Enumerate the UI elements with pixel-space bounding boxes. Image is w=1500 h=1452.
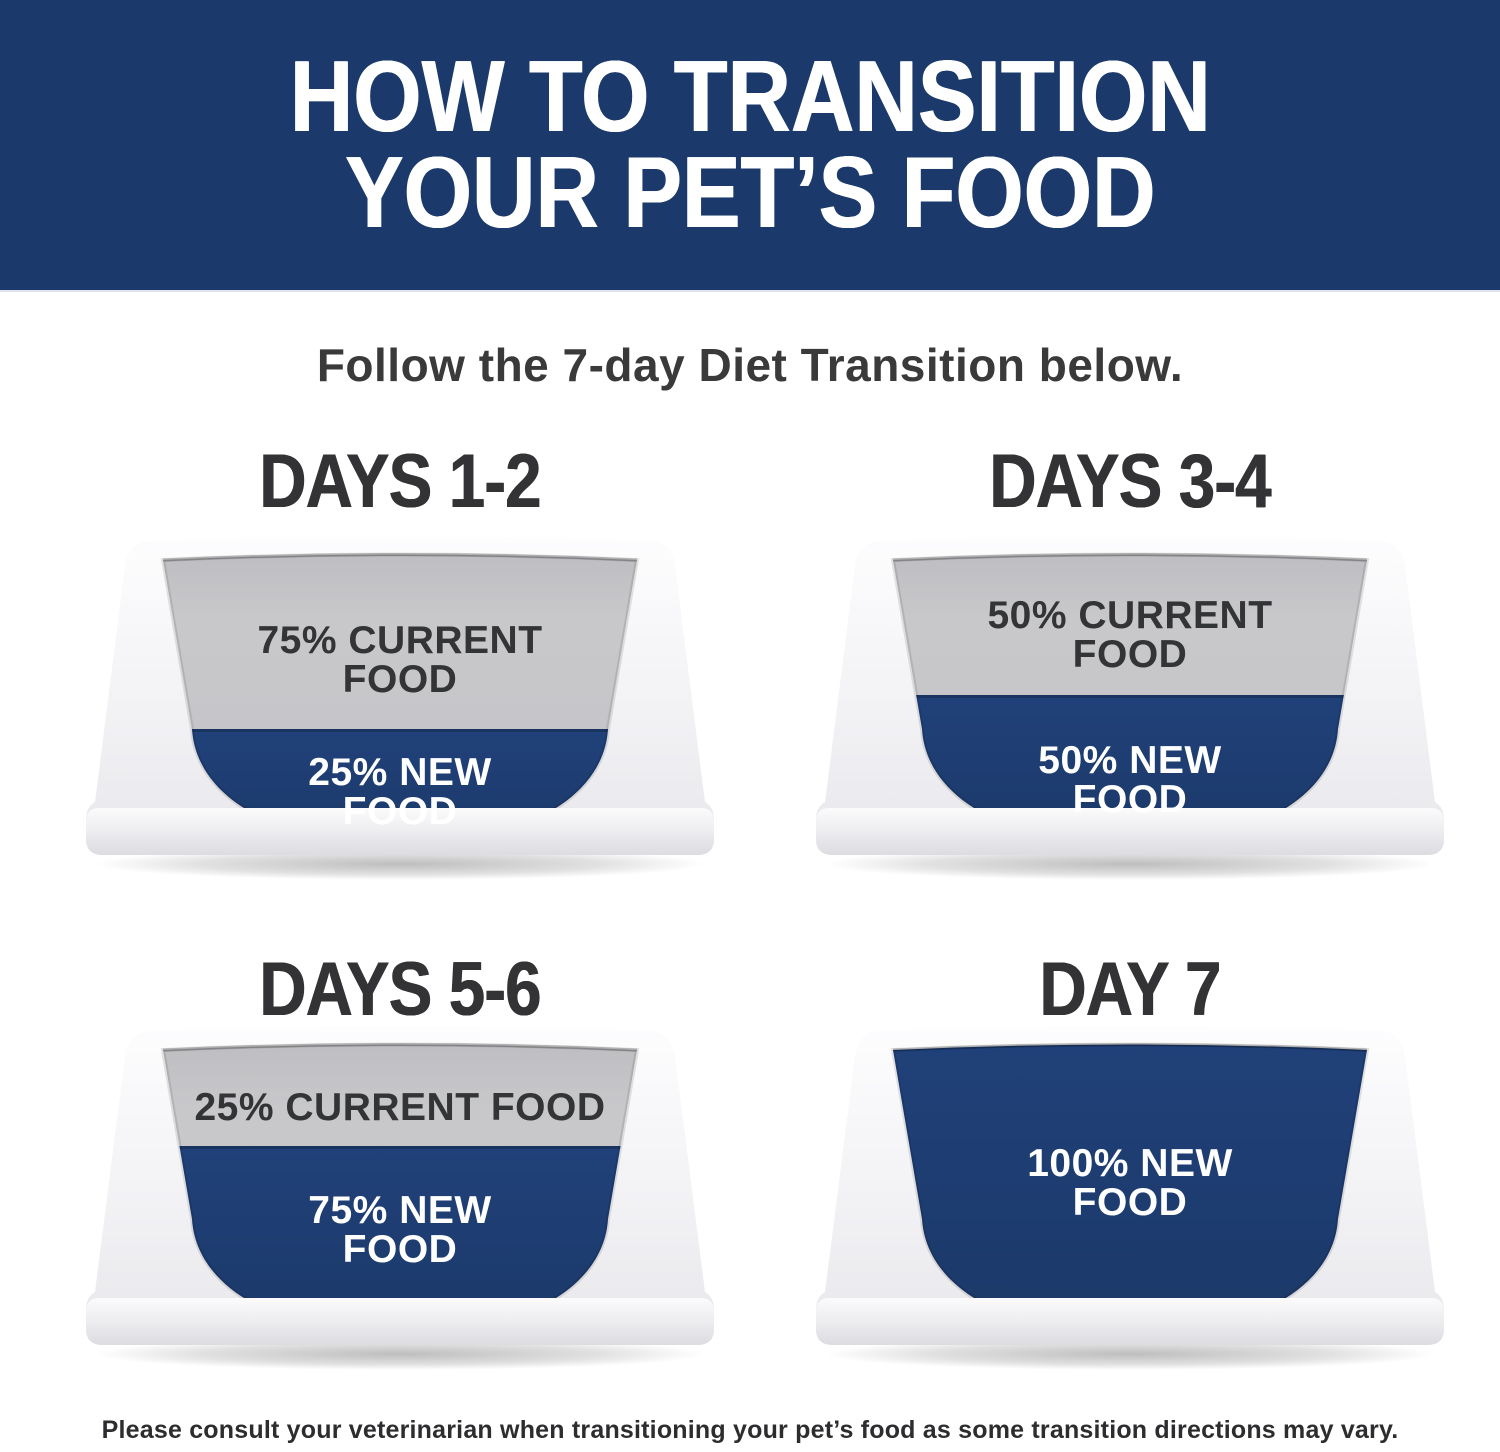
bowl-base — [816, 1298, 1444, 1345]
bowl-base — [86, 1298, 714, 1345]
heading-days-5-6: DAYS 5-6 — [259, 947, 541, 1032]
bowl-days-5-6: 25% CURRENT FOOD 75% NEW FOOD — [85, 1026, 715, 1376]
heading-day-7: DAY 7 — [1039, 947, 1221, 1032]
header-banner: HOW TO TRANSITION YOUR PET’S FOOD — [0, 0, 1500, 292]
bowl-graphic — [86, 1026, 714, 1370]
bowl-days-1-2: 75% CURRENT FOOD 25% NEW FOOD — [85, 536, 715, 886]
bowl-graphic — [816, 1026, 1444, 1370]
subtitle: Follow the 7-day Diet Transition below. — [316, 339, 1184, 391]
bowl-shadow — [825, 848, 1435, 880]
bowl-days-3-4: 50% CURRENT FOOD 50% NEW FOOD — [815, 536, 1445, 886]
bowl-graphic — [86, 536, 714, 880]
heading-days-1-2: DAYS 1-2 — [259, 439, 541, 524]
bowl-shadow — [95, 1338, 705, 1370]
bowl-shadow — [825, 1338, 1435, 1370]
veterinarian-disclaimer: Please consult your veterinarian when tr… — [101, 1416, 1399, 1444]
heading-days-3-4: DAYS 3-4 — [989, 439, 1271, 524]
new-food-fill — [893, 1044, 1367, 1335]
bowl-base — [816, 808, 1444, 855]
bowl-shadow — [95, 848, 705, 880]
bowl-day-7: 100% NEW FOOD — [815, 1026, 1445, 1376]
bowl-graphic — [816, 536, 1444, 880]
bowl-base — [86, 808, 714, 855]
page-title: HOW TO TRANSITION YOUR PET’S FOOD — [289, 41, 1211, 249]
